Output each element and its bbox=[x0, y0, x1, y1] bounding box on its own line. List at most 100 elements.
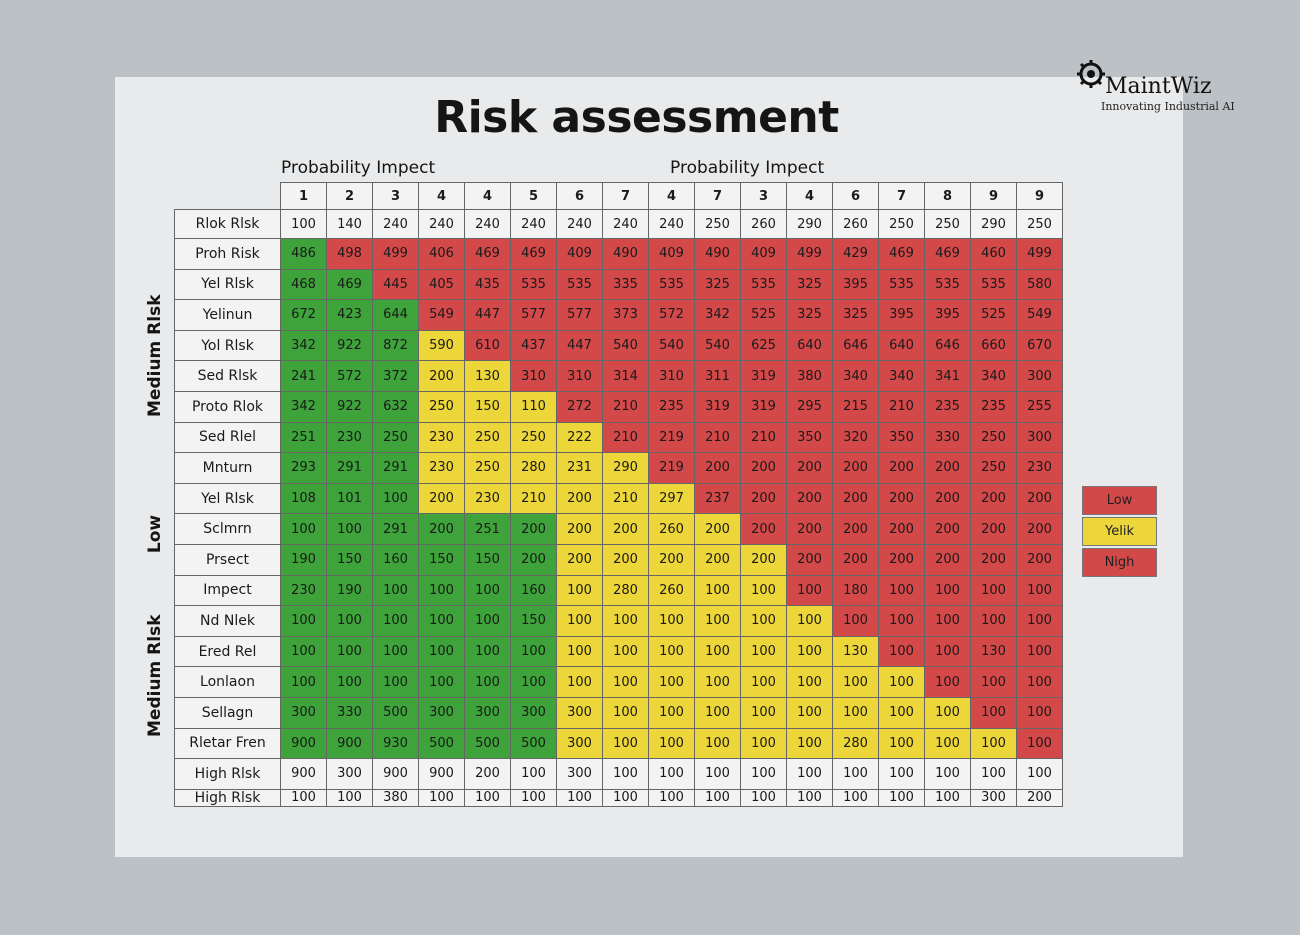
matrix-cell: 100 bbox=[419, 606, 465, 637]
matrix-cell: 319 bbox=[741, 361, 787, 392]
matrix-cell: 210 bbox=[741, 422, 787, 454]
matrix-cell: 300 bbox=[557, 728, 603, 760]
matrix-cell: 572 bbox=[649, 300, 695, 331]
matrix-cell: 100 bbox=[373, 575, 419, 607]
matrix-cell: 670 bbox=[1017, 330, 1063, 362]
matrix-cell: 535 bbox=[649, 269, 695, 301]
matrix-cell: 900 bbox=[327, 728, 373, 760]
matrix-cell: 340 bbox=[971, 361, 1017, 392]
risk-row-value: 250 bbox=[925, 210, 971, 239]
matrix-cell: 200 bbox=[649, 544, 695, 576]
matrix-cell: 100 bbox=[465, 606, 511, 637]
matrix-cell: 535 bbox=[879, 269, 925, 301]
matrix-cell: 200 bbox=[695, 453, 741, 484]
matrix-cell: 100 bbox=[741, 606, 787, 637]
matrix-cell: 200 bbox=[833, 483, 879, 515]
matrix-cell: 577 bbox=[511, 300, 557, 331]
column-number: 1 bbox=[281, 182, 327, 210]
matrix-cell: 646 bbox=[833, 330, 879, 362]
matrix-cell: 320 bbox=[833, 422, 879, 454]
matrix-cell: 200 bbox=[557, 514, 603, 545]
matrix-cell: 100 bbox=[741, 789, 787, 807]
matrix-cell: 130 bbox=[971, 636, 1017, 668]
matrix-cell: 100 bbox=[1017, 667, 1063, 698]
matrix-cell: 101 bbox=[327, 483, 373, 515]
matrix-cell: 535 bbox=[741, 269, 787, 301]
matrix-cell: 200 bbox=[1017, 544, 1063, 576]
matrix-cell: 250 bbox=[465, 422, 511, 454]
matrix-cell: 150 bbox=[465, 391, 511, 423]
matrix-cell: 335 bbox=[603, 269, 649, 301]
matrix-cell: 210 bbox=[879, 391, 925, 423]
column-number: 6 bbox=[557, 182, 603, 210]
matrix-cell: 486 bbox=[281, 239, 327, 270]
row-label: Yelinun bbox=[174, 300, 281, 331]
matrix-cell: 100 bbox=[695, 636, 741, 668]
matrix-cell: 100 bbox=[419, 789, 465, 807]
matrix-cell: 350 bbox=[879, 422, 925, 454]
matrix-cell: 100 bbox=[971, 667, 1017, 698]
matrix-cell: 150 bbox=[465, 544, 511, 576]
matrix-cell: 100 bbox=[741, 636, 787, 668]
matrix-cell: 250 bbox=[511, 422, 557, 454]
matrix-cell: 100 bbox=[603, 667, 649, 698]
column-number: 9 bbox=[1017, 182, 1063, 210]
matrix-cell: 200 bbox=[511, 514, 557, 545]
matrix-cell: 319 bbox=[741, 391, 787, 423]
matrix-cell: 200 bbox=[787, 483, 833, 515]
matrix-cell: 280 bbox=[511, 453, 557, 484]
matrix-cell: 230 bbox=[281, 575, 327, 607]
matrix-cell: 342 bbox=[281, 391, 327, 423]
matrix-cell: 100 bbox=[327, 514, 373, 545]
matrix-cell: 100 bbox=[695, 606, 741, 637]
matrix-cell: 498 bbox=[327, 239, 373, 270]
matrix-cell: 215 bbox=[833, 391, 879, 423]
matrix-cell: 100 bbox=[419, 667, 465, 698]
matrix-cell: 380 bbox=[787, 361, 833, 392]
matrix-cell: 200 bbox=[925, 514, 971, 545]
matrix-cell: 100 bbox=[649, 789, 695, 807]
matrix-cell: 499 bbox=[1017, 239, 1063, 270]
matrix-cell: 100 bbox=[511, 636, 557, 668]
matrix-cell: 100 bbox=[879, 759, 925, 790]
matrix-cell: 200 bbox=[741, 453, 787, 484]
subheader-right: Probability Impect bbox=[670, 158, 825, 178]
matrix-cell: 100 bbox=[879, 636, 925, 668]
risk-row-label: Rlok Rlsk bbox=[174, 210, 281, 239]
matrix-cell: 272 bbox=[557, 391, 603, 423]
matrix-cell: 295 bbox=[787, 391, 833, 423]
matrix-cell: 291 bbox=[373, 453, 419, 484]
matrix-cell: 300 bbox=[327, 759, 373, 790]
matrix-cell: 646 bbox=[925, 330, 971, 362]
matrix-cell: 230 bbox=[1017, 453, 1063, 484]
matrix-cell: 219 bbox=[649, 453, 695, 484]
column-number: 3 bbox=[741, 182, 787, 210]
risk-row-value: 100 bbox=[281, 210, 327, 239]
matrix-cell: 500 bbox=[465, 728, 511, 760]
row-label: Yel Rlsk bbox=[174, 483, 281, 515]
row-label: Sed Rlel bbox=[174, 422, 281, 454]
matrix-cell: 210 bbox=[695, 422, 741, 454]
row-label: Impect bbox=[174, 575, 281, 607]
matrix-cell: 342 bbox=[695, 300, 741, 331]
matrix-cell: 200 bbox=[833, 544, 879, 576]
column-number: 3 bbox=[373, 182, 419, 210]
matrix-cell: 110 bbox=[511, 391, 557, 423]
risk-matrix: 1 2 3 4 4 5 6 7 4 7 3 4 6 7 8 9 9 Rlok Rlsk 100 140 240 240 24… bbox=[174, 182, 1063, 807]
matrix-cell: 310 bbox=[557, 361, 603, 392]
matrix-cell: 469 bbox=[879, 239, 925, 270]
matrix-cell: 100 bbox=[465, 636, 511, 668]
matrix-cell: 300 bbox=[557, 697, 603, 729]
matrix-cell: 409 bbox=[741, 239, 787, 270]
matrix-cell: 100 bbox=[879, 606, 925, 637]
matrix-cell: 330 bbox=[925, 422, 971, 454]
risk-row-value: 250 bbox=[1017, 210, 1063, 239]
risk-row-value: 250 bbox=[695, 210, 741, 239]
matrix-cell: 100 bbox=[281, 789, 327, 807]
matrix-cell: 100 bbox=[971, 575, 1017, 607]
matrix-cell: 525 bbox=[741, 300, 787, 331]
side-label-middle: Low bbox=[145, 514, 165, 554]
matrix-cell: 610 bbox=[465, 330, 511, 362]
row-label: Yel Rlsk bbox=[174, 269, 281, 301]
matrix-cell: 100 bbox=[833, 789, 879, 807]
